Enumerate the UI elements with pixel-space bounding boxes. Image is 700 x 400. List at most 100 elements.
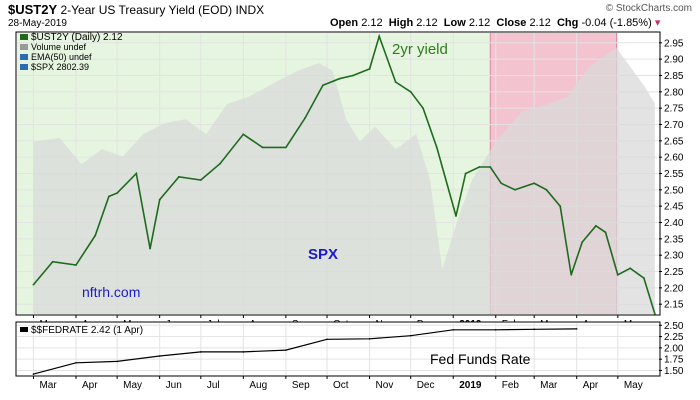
legend-label: EMA(50) undef (31, 52, 92, 62)
yield-point (464, 172, 467, 175)
down-arrow-icon: ▾ (654, 17, 661, 29)
legend-swatch (20, 327, 28, 332)
x-tick-label: Apr (583, 380, 599, 391)
chart-date: 28-May-2019 (8, 18, 67, 29)
y-tick-label: 2.45 (664, 202, 684, 213)
x-tick-label: Apr (82, 380, 98, 391)
y-tick-label: 2.50 (664, 321, 684, 332)
x-tick-label: Jun (166, 380, 182, 391)
x-tick-label: 2019 (459, 380, 482, 391)
fed-rate-point (368, 338, 371, 340)
fed-rate-point (494, 328, 497, 331)
yield-point (545, 188, 548, 191)
chg-label: Chg (556, 17, 579, 29)
y-tick-label: 2.65 (664, 136, 684, 147)
yield-point (338, 77, 341, 80)
yield-point (352, 74, 354, 77)
yield-point (489, 166, 492, 168)
y-tick-label: 2.25 (664, 332, 684, 343)
x-tick-label: Mar (39, 380, 57, 391)
legend-swatch (20, 54, 28, 60)
yield-point (242, 133, 245, 136)
yield-point (422, 107, 424, 110)
chg-value: -0.04 (-1.85%) (581, 17, 652, 29)
yield-point (533, 182, 536, 185)
y-tick-label: 2.30 (664, 251, 684, 262)
legend-swatch (20, 64, 28, 70)
exchange: INDX (235, 3, 265, 17)
yield-point (653, 313, 656, 315)
source-annotation: nftrh.com (82, 284, 140, 300)
fed-rate-point (533, 328, 535, 331)
yield-point (500, 182, 503, 185)
y-tick-label: 2.90 (664, 55, 684, 66)
low-label: Low (443, 17, 466, 29)
watermark: © StockCharts.com (605, 3, 692, 14)
y-tick-label: 2.25 (664, 267, 684, 278)
yield-point (75, 264, 77, 266)
yield-point (435, 146, 438, 149)
legend-label: $SPX 2802.39 (31, 62, 89, 72)
y-tick-label: 2.95 (664, 38, 684, 49)
fed-rate-point (409, 334, 412, 337)
legend-label: $UST2Y (Daily) 2.12 (31, 32, 123, 43)
spx-annotation: SPX (308, 246, 338, 263)
y-tick-label: 2.40 (664, 218, 684, 229)
legend-swatch (20, 34, 28, 40)
y-tick-label: 2.15 (664, 300, 684, 311)
yield-point (158, 198, 161, 201)
y-tick-label: 1.50 (664, 366, 684, 377)
yield-point (594, 224, 597, 227)
y-tick-label: 1.75 (664, 355, 684, 366)
x-tick-label: Sep (292, 380, 310, 391)
close-label: Close (496, 17, 527, 29)
yield-point (116, 192, 119, 195)
fed-rate-point (285, 349, 287, 351)
yield-point (455, 215, 457, 217)
chart-title: $UST2Y 2-Year US Treasury Yield (EOD) IN… (8, 2, 264, 17)
y-tick-label: 2.35 (664, 234, 684, 245)
fed-rate-point (116, 360, 118, 363)
yield-point (514, 188, 516, 191)
yield-point (219, 162, 221, 165)
y-tick-label: 2.70 (664, 120, 684, 131)
symbol-description: 2-Year US Treasury Yield (EOD) (60, 3, 233, 17)
yield-point (284, 146, 287, 149)
x-tick-label: Feb (502, 380, 520, 391)
yield-point (261, 146, 264, 149)
fed-rate-point (575, 328, 578, 330)
yield-point (409, 90, 412, 93)
y-tick-label: 2.00 (664, 343, 684, 354)
x-tick-label: Jul (207, 380, 220, 391)
yield-point (604, 231, 607, 234)
y-tick-label: 2.55 (664, 169, 684, 180)
fed-rate-point (32, 373, 35, 375)
yield-point (94, 234, 97, 237)
yield-point (108, 195, 110, 198)
fed-rate-point (75, 361, 77, 364)
high-value: 2.12 (416, 17, 438, 29)
yield-point (643, 277, 645, 279)
high-label: High (388, 17, 414, 29)
fed-rate-point (242, 351, 245, 353)
x-tick-label: Aug (249, 380, 267, 391)
yield-point (629, 267, 632, 270)
spx-area (33, 48, 655, 314)
legend-label: Volume undef (31, 42, 87, 52)
fed-rate-line (33, 328, 577, 375)
y-tick-label: 2.20 (664, 283, 684, 294)
yield-point (368, 68, 371, 70)
symbol: $UST2Y (8, 2, 58, 17)
x-tick-label: Nov (376, 380, 394, 391)
x-tick-label: Dec (417, 380, 435, 391)
fed-funds-annotation: Fed Funds Rate (430, 351, 531, 367)
y-tick-label: 2.50 (664, 185, 684, 196)
yield-point (322, 84, 324, 87)
yield-point (135, 172, 138, 175)
yield-point (581, 241, 584, 244)
x-tick-label: May (624, 380, 643, 391)
y-tick-label: 2.60 (664, 153, 684, 164)
open-label: Open (330, 17, 359, 29)
yield-point (478, 166, 481, 168)
fed-rate-panel (15, 321, 661, 377)
